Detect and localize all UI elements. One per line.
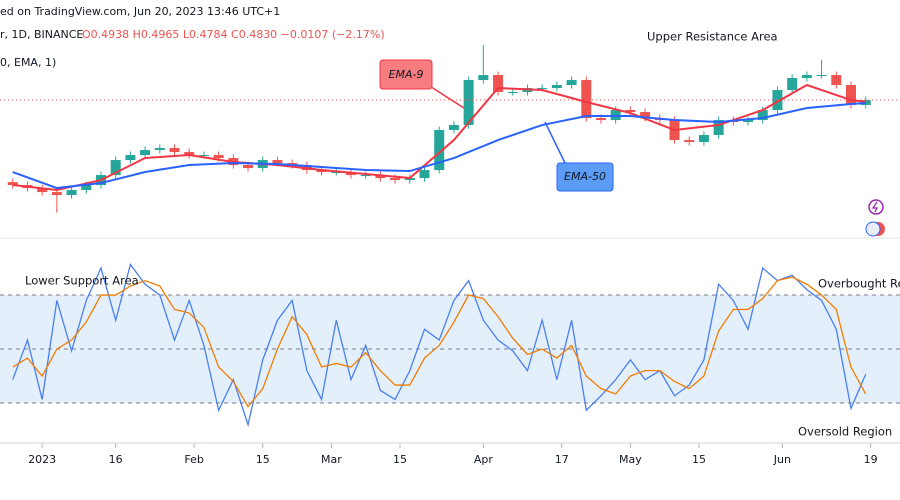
candle-body bbox=[551, 85, 562, 89]
candle-body bbox=[743, 120, 754, 123]
candle-body bbox=[375, 175, 386, 179]
x-tick-label: 2023 bbox=[28, 453, 56, 466]
candle-body bbox=[434, 130, 445, 171]
candle-body bbox=[507, 92, 518, 94]
plot-area bbox=[0, 45, 900, 448]
header-source: ed on TradingView.com, Jun 20, 2023 13:4… bbox=[0, 5, 280, 18]
callout-pointer bbox=[427, 84, 465, 109]
x-tick-label: May bbox=[619, 453, 642, 466]
candle-body bbox=[169, 148, 180, 153]
candle-body bbox=[713, 120, 724, 136]
x-tick-label: 15 bbox=[256, 453, 270, 466]
candle-body bbox=[610, 110, 621, 121]
candle-body bbox=[110, 160, 121, 176]
candle-body bbox=[478, 75, 489, 81]
candle-body bbox=[360, 175, 371, 177]
candle-body bbox=[390, 178, 401, 181]
candle-body bbox=[831, 75, 842, 86]
x-tick-label: Apr bbox=[474, 453, 494, 466]
header-indicator: 0, EMA, 1) bbox=[0, 56, 56, 69]
icon bbox=[871, 201, 879, 213]
candle-body bbox=[51, 192, 62, 196]
candle-body bbox=[125, 155, 136, 161]
candle-body bbox=[801, 75, 812, 79]
candle-body bbox=[184, 152, 195, 156]
oscillator-line bbox=[12, 262, 867, 428]
candle-body bbox=[787, 78, 798, 91]
candle-body bbox=[140, 150, 151, 156]
candle-body bbox=[243, 165, 254, 169]
x-tick-label: 16 bbox=[109, 453, 123, 466]
annotation: Lower Support Area bbox=[25, 274, 139, 288]
callout-label: EMA-50 bbox=[564, 170, 606, 183]
candle-body bbox=[698, 135, 709, 143]
callout-box bbox=[556, 162, 614, 192]
candle-body bbox=[66, 190, 77, 196]
x-tick-label: Mar bbox=[321, 453, 342, 466]
ema-line bbox=[12, 83, 866, 192]
header-ohlc: O0.4938 H0.4965 L0.4784 C0.4830 −0.0107 … bbox=[82, 28, 385, 41]
x-tick-label: 15 bbox=[692, 453, 706, 466]
candle-body bbox=[37, 188, 48, 193]
annotation: Overbought Reg bbox=[818, 277, 900, 291]
callout-label: EMA-9 bbox=[389, 68, 424, 81]
ema-line bbox=[12, 102, 866, 190]
x-tick-label: 15 bbox=[393, 453, 407, 466]
candle-body bbox=[272, 160, 283, 164]
header-symbol: r, 1D, BINANCE bbox=[0, 28, 83, 41]
icon bbox=[868, 199, 884, 215]
x-tick-label: 19 bbox=[864, 453, 878, 466]
ema50-callout: EMA-50 bbox=[544, 121, 614, 192]
candle-body bbox=[860, 100, 871, 106]
candle-body bbox=[331, 172, 342, 174]
candle-body bbox=[595, 118, 606, 121]
callout-box bbox=[379, 59, 433, 90]
candle-body bbox=[419, 170, 430, 179]
annotation: Oversold Region bbox=[798, 425, 892, 439]
candle-body bbox=[81, 185, 92, 191]
callout-pointer bbox=[544, 121, 567, 166]
candle-body bbox=[816, 75, 827, 77]
candle-body bbox=[448, 125, 459, 131]
candle-body bbox=[845, 85, 856, 106]
candle-body bbox=[684, 140, 695, 143]
icon bbox=[865, 221, 881, 237]
candle-body bbox=[757, 110, 768, 121]
candle-body bbox=[537, 88, 548, 90]
candle-body bbox=[772, 90, 783, 111]
x-tick-label: Jun bbox=[773, 453, 791, 466]
candle-body bbox=[7, 182, 18, 186]
candle-body bbox=[213, 155, 224, 159]
candle-body bbox=[463, 80, 474, 126]
indicator-icons bbox=[865, 199, 885, 237]
candle-body bbox=[566, 80, 577, 86]
ema9-callout: EMA-9 bbox=[379, 59, 465, 109]
candle-body bbox=[493, 75, 504, 93]
candle-body bbox=[198, 155, 209, 157]
oscillator-line bbox=[12, 276, 867, 408]
x-tick-label: 17 bbox=[555, 453, 569, 466]
candle-body bbox=[640, 112, 651, 119]
candle-body bbox=[154, 148, 165, 151]
annotation: Upper Resistance Area bbox=[647, 30, 778, 44]
x-tick-label: Feb bbox=[184, 453, 203, 466]
candle-body bbox=[581, 80, 592, 119]
candle-body bbox=[625, 110, 636, 113]
